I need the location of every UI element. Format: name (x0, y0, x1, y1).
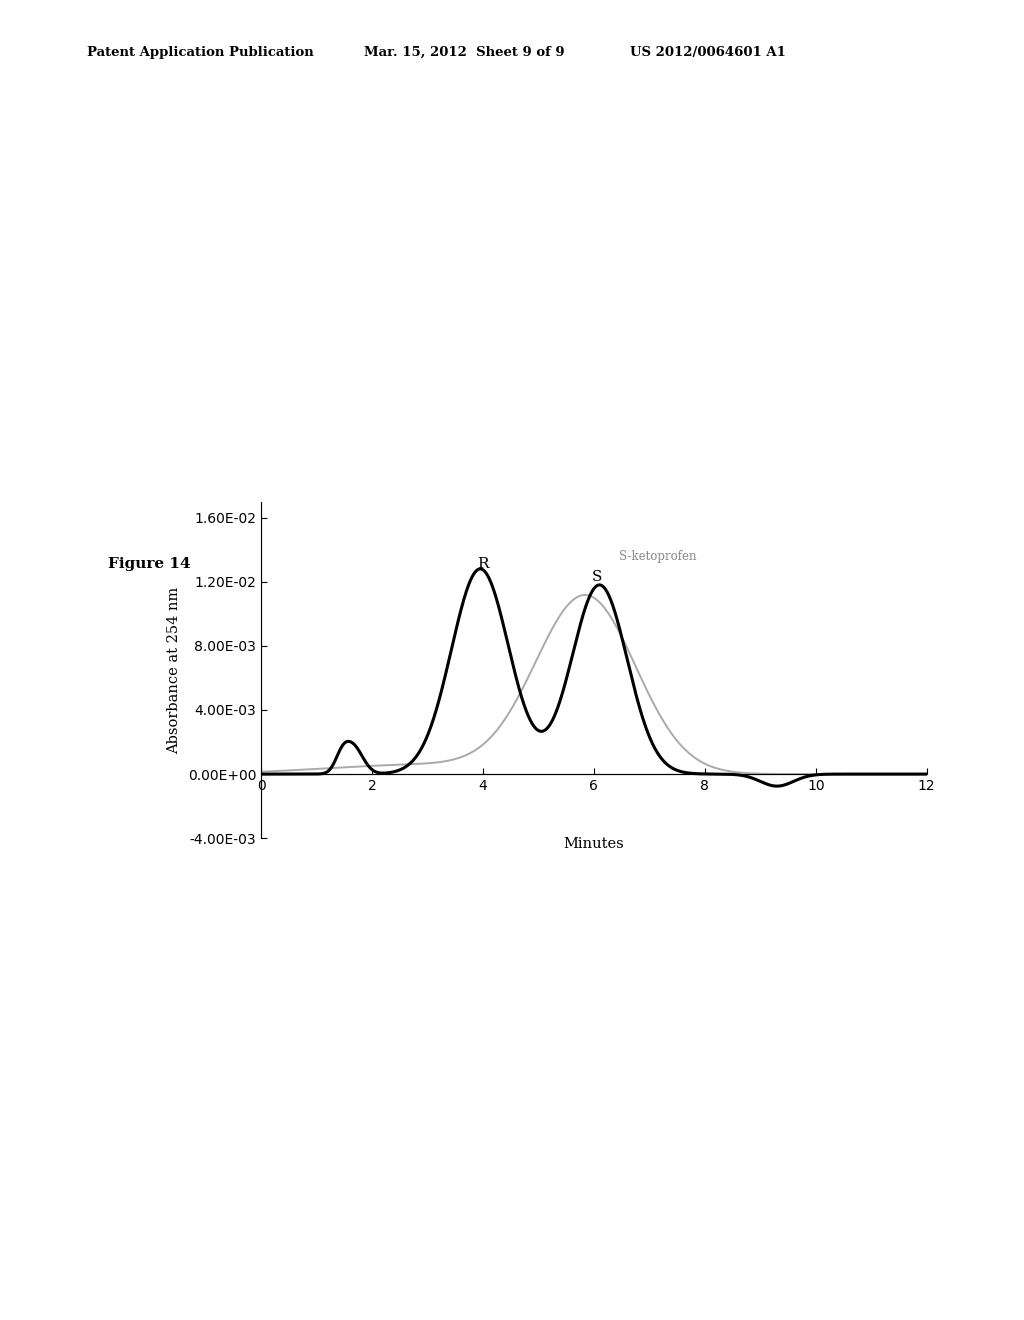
Text: US 2012/0064601 A1: US 2012/0064601 A1 (630, 46, 785, 59)
Text: Mar. 15, 2012  Sheet 9 of 9: Mar. 15, 2012 Sheet 9 of 9 (364, 46, 564, 59)
Text: Patent Application Publication: Patent Application Publication (87, 46, 313, 59)
Text: Figure 14: Figure 14 (108, 557, 190, 572)
Text: S: S (592, 570, 602, 585)
Y-axis label: Absorbance at 254 nm: Absorbance at 254 nm (167, 586, 181, 754)
Text: R: R (477, 557, 488, 572)
X-axis label: Minutes: Minutes (563, 837, 625, 851)
Text: S-ketoprofen: S-ketoprofen (618, 549, 696, 562)
